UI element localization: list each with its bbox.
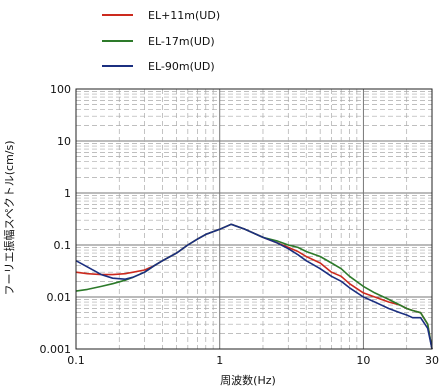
y-tick-label: 0.01	[47, 291, 72, 304]
y-tick-label: 100	[50, 83, 71, 96]
y-axis-title: フーリエ振幅スペクトル(cm/s)	[2, 140, 16, 295]
x-axis-title: 周波数(Hz)	[220, 374, 276, 387]
x-tick-label: 1	[216, 354, 223, 367]
x-tick-label: 10	[356, 354, 370, 367]
y-tick-label: 0.1	[54, 239, 72, 252]
series-line-3	[75, 223, 433, 350]
x-tick-label: 30	[425, 354, 439, 367]
y-tick-labels: 0.001 0.01 0.1 1 10 100	[40, 83, 72, 356]
legend-label: EL-17m(UD)	[148, 35, 215, 48]
legend-label: EL+11m(UD)	[148, 9, 220, 22]
y-tick-label: 10	[57, 135, 71, 148]
plot-frame	[75, 88, 433, 350]
chart-legend: EL+11m(UD) EL-17m(UD) EL-90m(UD)	[102, 9, 220, 73]
x-tick-label: 0.1	[67, 354, 85, 367]
plot-series	[75, 223, 433, 350]
legend-label: EL-90m(UD)	[148, 60, 215, 73]
plot-grid	[76, 89, 432, 349]
x-tick-labels: 0.1 1 10 30	[67, 354, 439, 367]
y-tick-label: 0.001	[40, 343, 72, 356]
y-tick-label: 1	[64, 187, 71, 200]
